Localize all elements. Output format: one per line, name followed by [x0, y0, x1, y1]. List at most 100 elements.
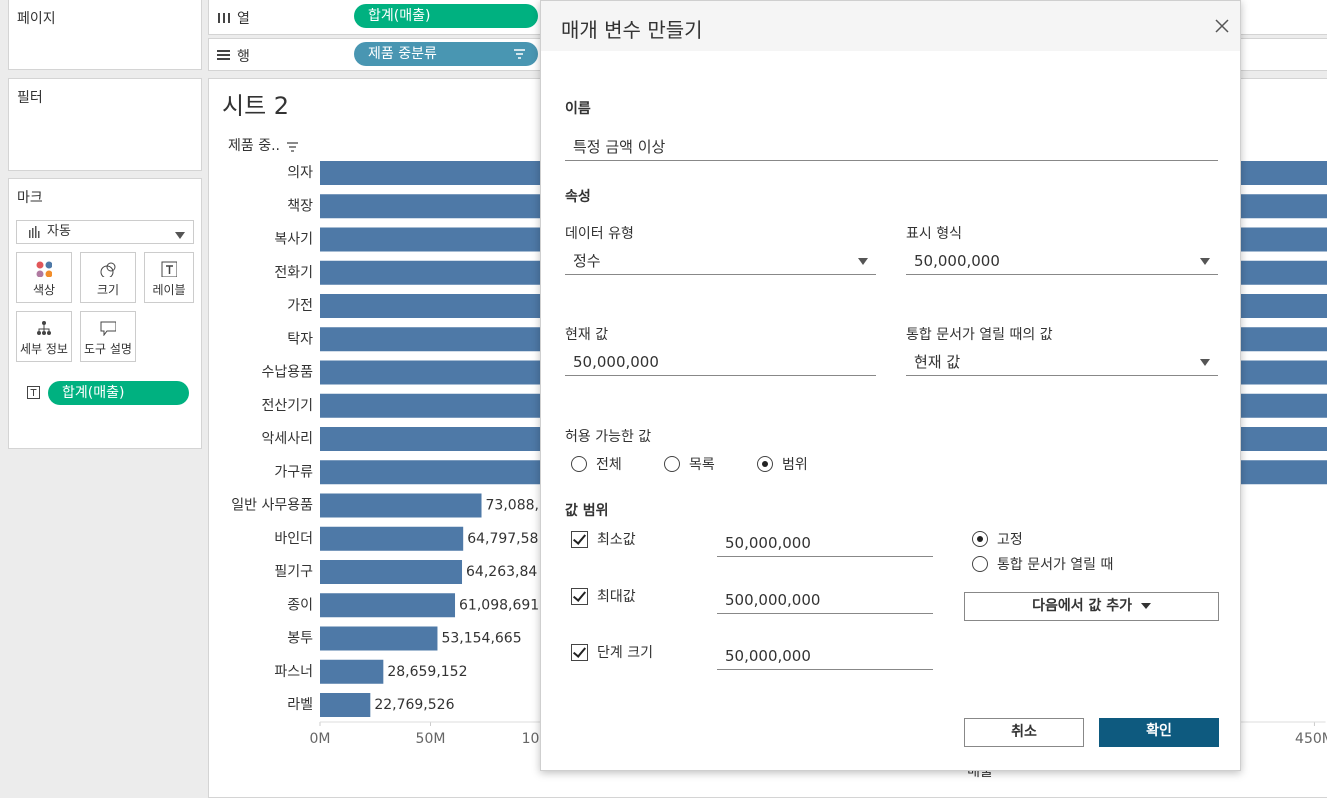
range-row-label: 최대값 — [597, 588, 636, 605]
category-label: 책장 — [287, 198, 313, 214]
value-label: 61,098,691 — [459, 597, 539, 613]
ok-button[interactable]: 확인 — [1099, 718, 1219, 747]
button-label: 색상 — [32, 283, 56, 297]
bar — [320, 693, 371, 717]
columns-pill[interactable]: 합계(매출) — [354, 4, 538, 28]
label-button[interactable]: 레이블 — [144, 252, 194, 303]
label-icon — [161, 261, 177, 277]
pages-title: 페이지 — [17, 11, 56, 27]
radio-label: 고정 — [997, 532, 1023, 548]
dialog-header — [541, 1, 1240, 51]
dropdown-arrow — [1140, 603, 1151, 609]
value-label: 53,154,665 — [441, 631, 521, 647]
rows-icon — [217, 50, 230, 60]
range-row-label: 최소값 — [597, 532, 636, 548]
bar — [320, 493, 482, 518]
radio-button[interactable] — [972, 556, 988, 572]
display-format-dropdown[interactable]: 50,000,000 — [906, 247, 1218, 275]
category-label: 라벨 — [287, 697, 313, 713]
open-value-label: 통합 문서가 열릴 때의 값 — [906, 327, 1053, 343]
range-input[interactable]: 500,000,000 — [717, 586, 933, 614]
open-value-dropdown[interactable]: 현재 값 — [906, 348, 1218, 376]
size-icon — [100, 262, 116, 277]
properties-label: 속성 — [565, 189, 591, 205]
value-label: 22,769,526 — [374, 697, 454, 713]
category-header: 제품 중.. — [228, 138, 280, 154]
category-label: 전산기기 — [261, 398, 313, 414]
checkbox[interactable] — [571, 644, 588, 661]
button-label: 레이블 — [152, 283, 186, 297]
radio-label: 목록 — [689, 457, 715, 473]
x-tick-label: 0M — [310, 731, 331, 747]
x-tick-label: 450M — [1295, 731, 1327, 747]
category-label: 복사기 — [274, 232, 313, 248]
name-input[interactable]: 특정 금액 이상 — [565, 133, 1218, 161]
tooltip-button[interactable]: 도구 설명 — [80, 311, 136, 362]
cancel-button[interactable]: 취소 — [964, 718, 1084, 747]
button-label: 크기 — [96, 283, 120, 297]
bar — [320, 626, 438, 651]
columns-icon — [218, 13, 230, 23]
category-label: 수납용품 — [261, 365, 313, 381]
value-label: 64,797,58 — [467, 531, 538, 547]
name-label: 이름 — [565, 101, 591, 117]
pages-card: 페이지 — [8, 0, 202, 70]
radio-button[interactable] — [571, 456, 587, 472]
radio-button[interactable] — [757, 456, 773, 472]
mark-type-dropdown[interactable]: 자동 — [16, 220, 194, 244]
columns-label: 열 — [237, 11, 250, 27]
category-label: 의자 — [287, 165, 313, 181]
marks-pill[interactable]: 합계(매출) — [48, 381, 189, 405]
bar — [320, 593, 456, 618]
data-type-label: 데이터 유형 — [565, 226, 634, 242]
current-value-label: 현재 값 — [565, 327, 609, 343]
range-input[interactable]: 50,000,000 — [717, 529, 933, 557]
mark-type: 자동 — [47, 224, 71, 239]
button-label: 세부 정보 — [20, 342, 68, 356]
sort-icon — [287, 142, 298, 152]
value-label: 73,088, — [486, 498, 539, 514]
value-label: 64,263,84 — [466, 564, 537, 580]
category-label: 파스너 — [274, 664, 313, 680]
rows-pill[interactable]: 제품 중분류 — [354, 42, 538, 66]
detail-icon — [37, 321, 51, 335]
chart-title: 시트 2 — [222, 92, 289, 120]
current-value-input[interactable]: 50,000,000 — [565, 348, 876, 376]
marks-title: 마크 — [17, 190, 43, 206]
sort-icon — [514, 49, 525, 59]
marks-card: 마크 자동 색상 크기 레이블 세부 정보 도구 설명 합계(매출) — [8, 178, 202, 449]
add-from-label: 다음에서 값 추가 — [1032, 598, 1133, 614]
range-label: 값 범위 — [565, 503, 609, 519]
bar — [320, 659, 384, 684]
close-button[interactable] — [1215, 19, 1229, 33]
radio-button[interactable] — [664, 456, 680, 472]
value-label: 28,659,152 — [387, 664, 467, 680]
color-button[interactable]: 색상 — [16, 252, 72, 303]
bar-icon — [29, 226, 40, 238]
text-icon — [27, 386, 40, 399]
dialog-title: 매개 변수 만들기 — [561, 18, 703, 42]
range-row-label: 단계 크기 — [597, 645, 653, 661]
category-label: 종이 — [287, 597, 313, 613]
category-label: 일반 사무용품 — [231, 498, 313, 514]
checkbox[interactable] — [571, 587, 588, 605]
size-button[interactable]: 크기 — [80, 252, 136, 303]
detail-button[interactable]: 세부 정보 — [16, 311, 72, 362]
category-label: 가전 — [287, 298, 313, 314]
add-from-button[interactable]: 다음에서 값 추가 — [964, 592, 1219, 621]
checkbox[interactable] — [571, 531, 588, 548]
radio-label: 범위 — [782, 457, 808, 473]
category-label: 전화기 — [274, 265, 313, 281]
rows-label: 행 — [237, 49, 250, 65]
filters-title: 필터 — [17, 90, 43, 106]
filters-card: 필터 — [8, 78, 202, 171]
radio-label: 전체 — [596, 457, 622, 473]
data-type-dropdown[interactable]: 정수 — [565, 247, 876, 275]
radio-button[interactable] — [972, 531, 988, 547]
range-input[interactable]: 50,000,000 — [717, 642, 933, 670]
color-icon — [36, 261, 52, 277]
bar — [320, 526, 464, 551]
tooltip-icon — [100, 321, 116, 336]
button-label: 도구 설명 — [84, 342, 132, 356]
